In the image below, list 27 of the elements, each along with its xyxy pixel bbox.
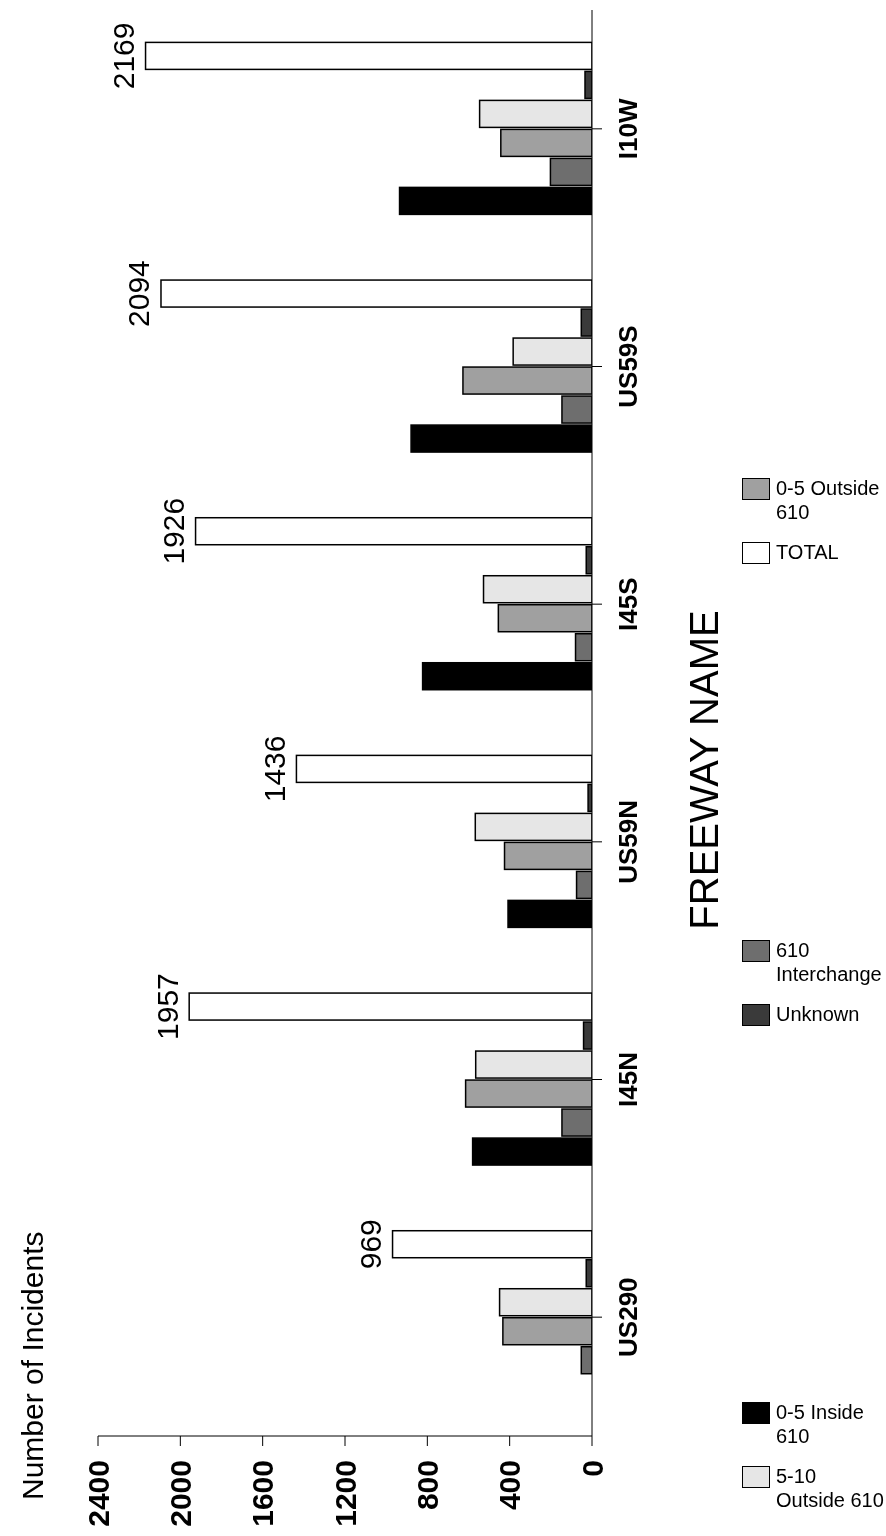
y-tick-label: I45N <box>613 1052 643 1107</box>
y-tick-label: US59S <box>613 325 643 408</box>
data-label: 969 <box>354 1219 388 1270</box>
x-tick-label: 2000 <box>163 1460 197 1527</box>
data-label: 2094 <box>122 260 156 327</box>
legend-label: 0-5 Outside 610 <box>776 476 881 524</box>
text: Number of Incidents <box>16 1230 50 1500</box>
legend-label: Unknown <box>776 1002 860 1026</box>
legend-label: TOTAL <box>776 540 839 564</box>
x-tick-label: 800 <box>410 1460 444 1511</box>
legend-label: 610 Interchange <box>776 938 883 986</box>
y-tick-label: I10W <box>613 98 643 160</box>
x-tick-label: 1200 <box>328 1460 362 1527</box>
data-label: 1436 <box>257 735 291 803</box>
x-tick-label: 2400 <box>81 1460 115 1527</box>
x-tick-label: 400 <box>493 1460 527 1511</box>
y-tick-label: I45S <box>613 577 643 631</box>
data-label: 2169 <box>107 22 141 90</box>
legend-label: 0-5 Inside 610 <box>776 1400 865 1448</box>
x-tick-label: 1600 <box>246 1460 280 1527</box>
y-axis-title: FREEWAY NAME <box>682 609 727 932</box>
data-label: 1957 <box>150 973 184 1040</box>
x-tick-label: 0 <box>575 1460 609 1477</box>
legend-label: 5-10 Outside 610 <box>776 1464 884 1512</box>
y-tick-label: US59N <box>613 799 643 884</box>
y-tick-label: US290 <box>613 1277 643 1357</box>
data-label: 1926 <box>157 497 191 565</box>
